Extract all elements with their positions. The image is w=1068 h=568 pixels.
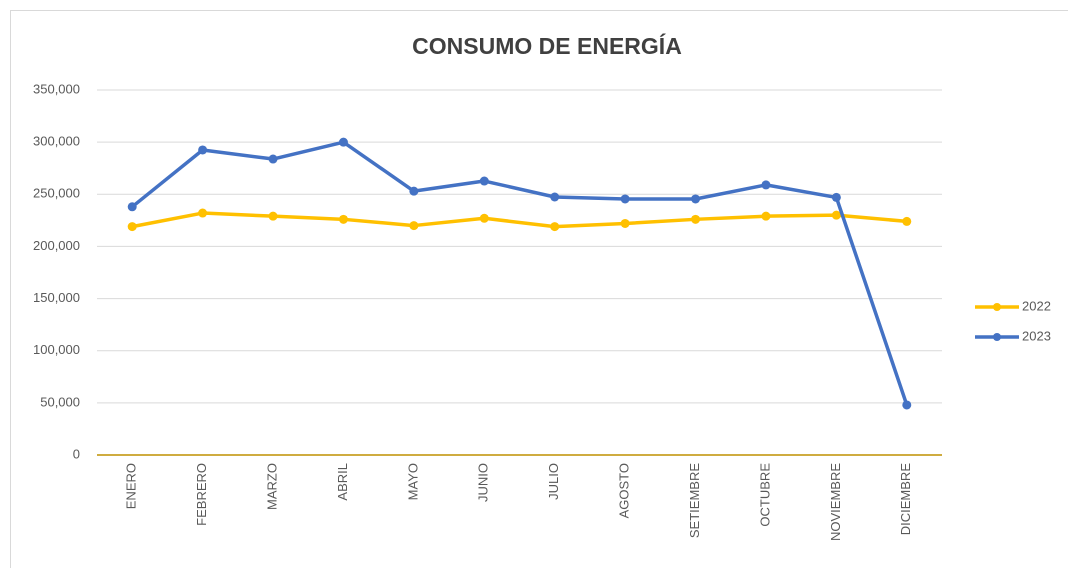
- legend-label: 2022: [1022, 298, 1051, 313]
- point-marker: [479, 176, 489, 186]
- point-marker: [550, 192, 560, 202]
- point-marker: [409, 186, 419, 196]
- point-marker: [127, 222, 137, 232]
- x-tick-label: SETIEMBRE: [687, 463, 702, 538]
- point-marker: [479, 213, 489, 223]
- x-tick-label: MARZO: [264, 463, 279, 510]
- chart-title: CONSUMO DE ENERGÍA: [412, 32, 682, 59]
- y-tick-label: 50,000: [40, 394, 80, 409]
- x-tick-label: JUNIO: [476, 463, 491, 502]
- point-marker: [902, 216, 912, 226]
- x-tick-label: OCTUBRE: [757, 463, 772, 527]
- x-tick-label: ENERO: [124, 463, 139, 509]
- point-marker: [268, 211, 278, 221]
- series-line: [131, 211, 907, 229]
- x-tick-label: NOVIEMBRE: [828, 463, 843, 541]
- chart-frame: [10, 10, 1068, 568]
- point-marker: [831, 192, 841, 202]
- point-marker: [761, 211, 771, 221]
- point-marker: [902, 400, 912, 410]
- y-tick-label: 0: [73, 446, 80, 461]
- legend-label: 2023: [1022, 328, 1051, 343]
- point-marker: [198, 145, 208, 155]
- x-tick-label: ABRIL: [335, 463, 350, 501]
- x-tick-label: MAYO: [405, 463, 420, 500]
- legend-marker: [993, 333, 1001, 341]
- point-marker: [620, 194, 630, 204]
- point-marker: [338, 137, 348, 147]
- point-marker: [761, 180, 771, 190]
- legend-marker: [993, 303, 1001, 311]
- point-marker: [338, 214, 348, 224]
- series-line: [131, 140, 909, 406]
- point-marker: [691, 214, 701, 224]
- point-marker: [831, 210, 841, 220]
- point-marker: [691, 194, 701, 204]
- x-tick-label: AGOSTO: [617, 463, 632, 518]
- point-marker: [550, 222, 560, 232]
- y-tick-label: 200,000: [33, 238, 80, 253]
- y-tick-label: 100,000: [33, 342, 80, 357]
- y-tick-label: 250,000: [33, 186, 80, 201]
- x-tick-label: JULIO: [546, 463, 561, 500]
- point-marker: [409, 221, 419, 231]
- y-tick-label: 350,000: [33, 81, 80, 96]
- point-marker: [198, 208, 208, 218]
- x-tick-label: DICIEMBRE: [898, 463, 913, 536]
- x-tick-label: FEBRERO: [194, 463, 209, 526]
- point-marker: [268, 154, 278, 164]
- y-tick-label: 300,000: [33, 134, 80, 149]
- y-tick-label: 150,000: [33, 290, 80, 305]
- point-marker: [620, 218, 630, 228]
- point-marker: [127, 202, 137, 212]
